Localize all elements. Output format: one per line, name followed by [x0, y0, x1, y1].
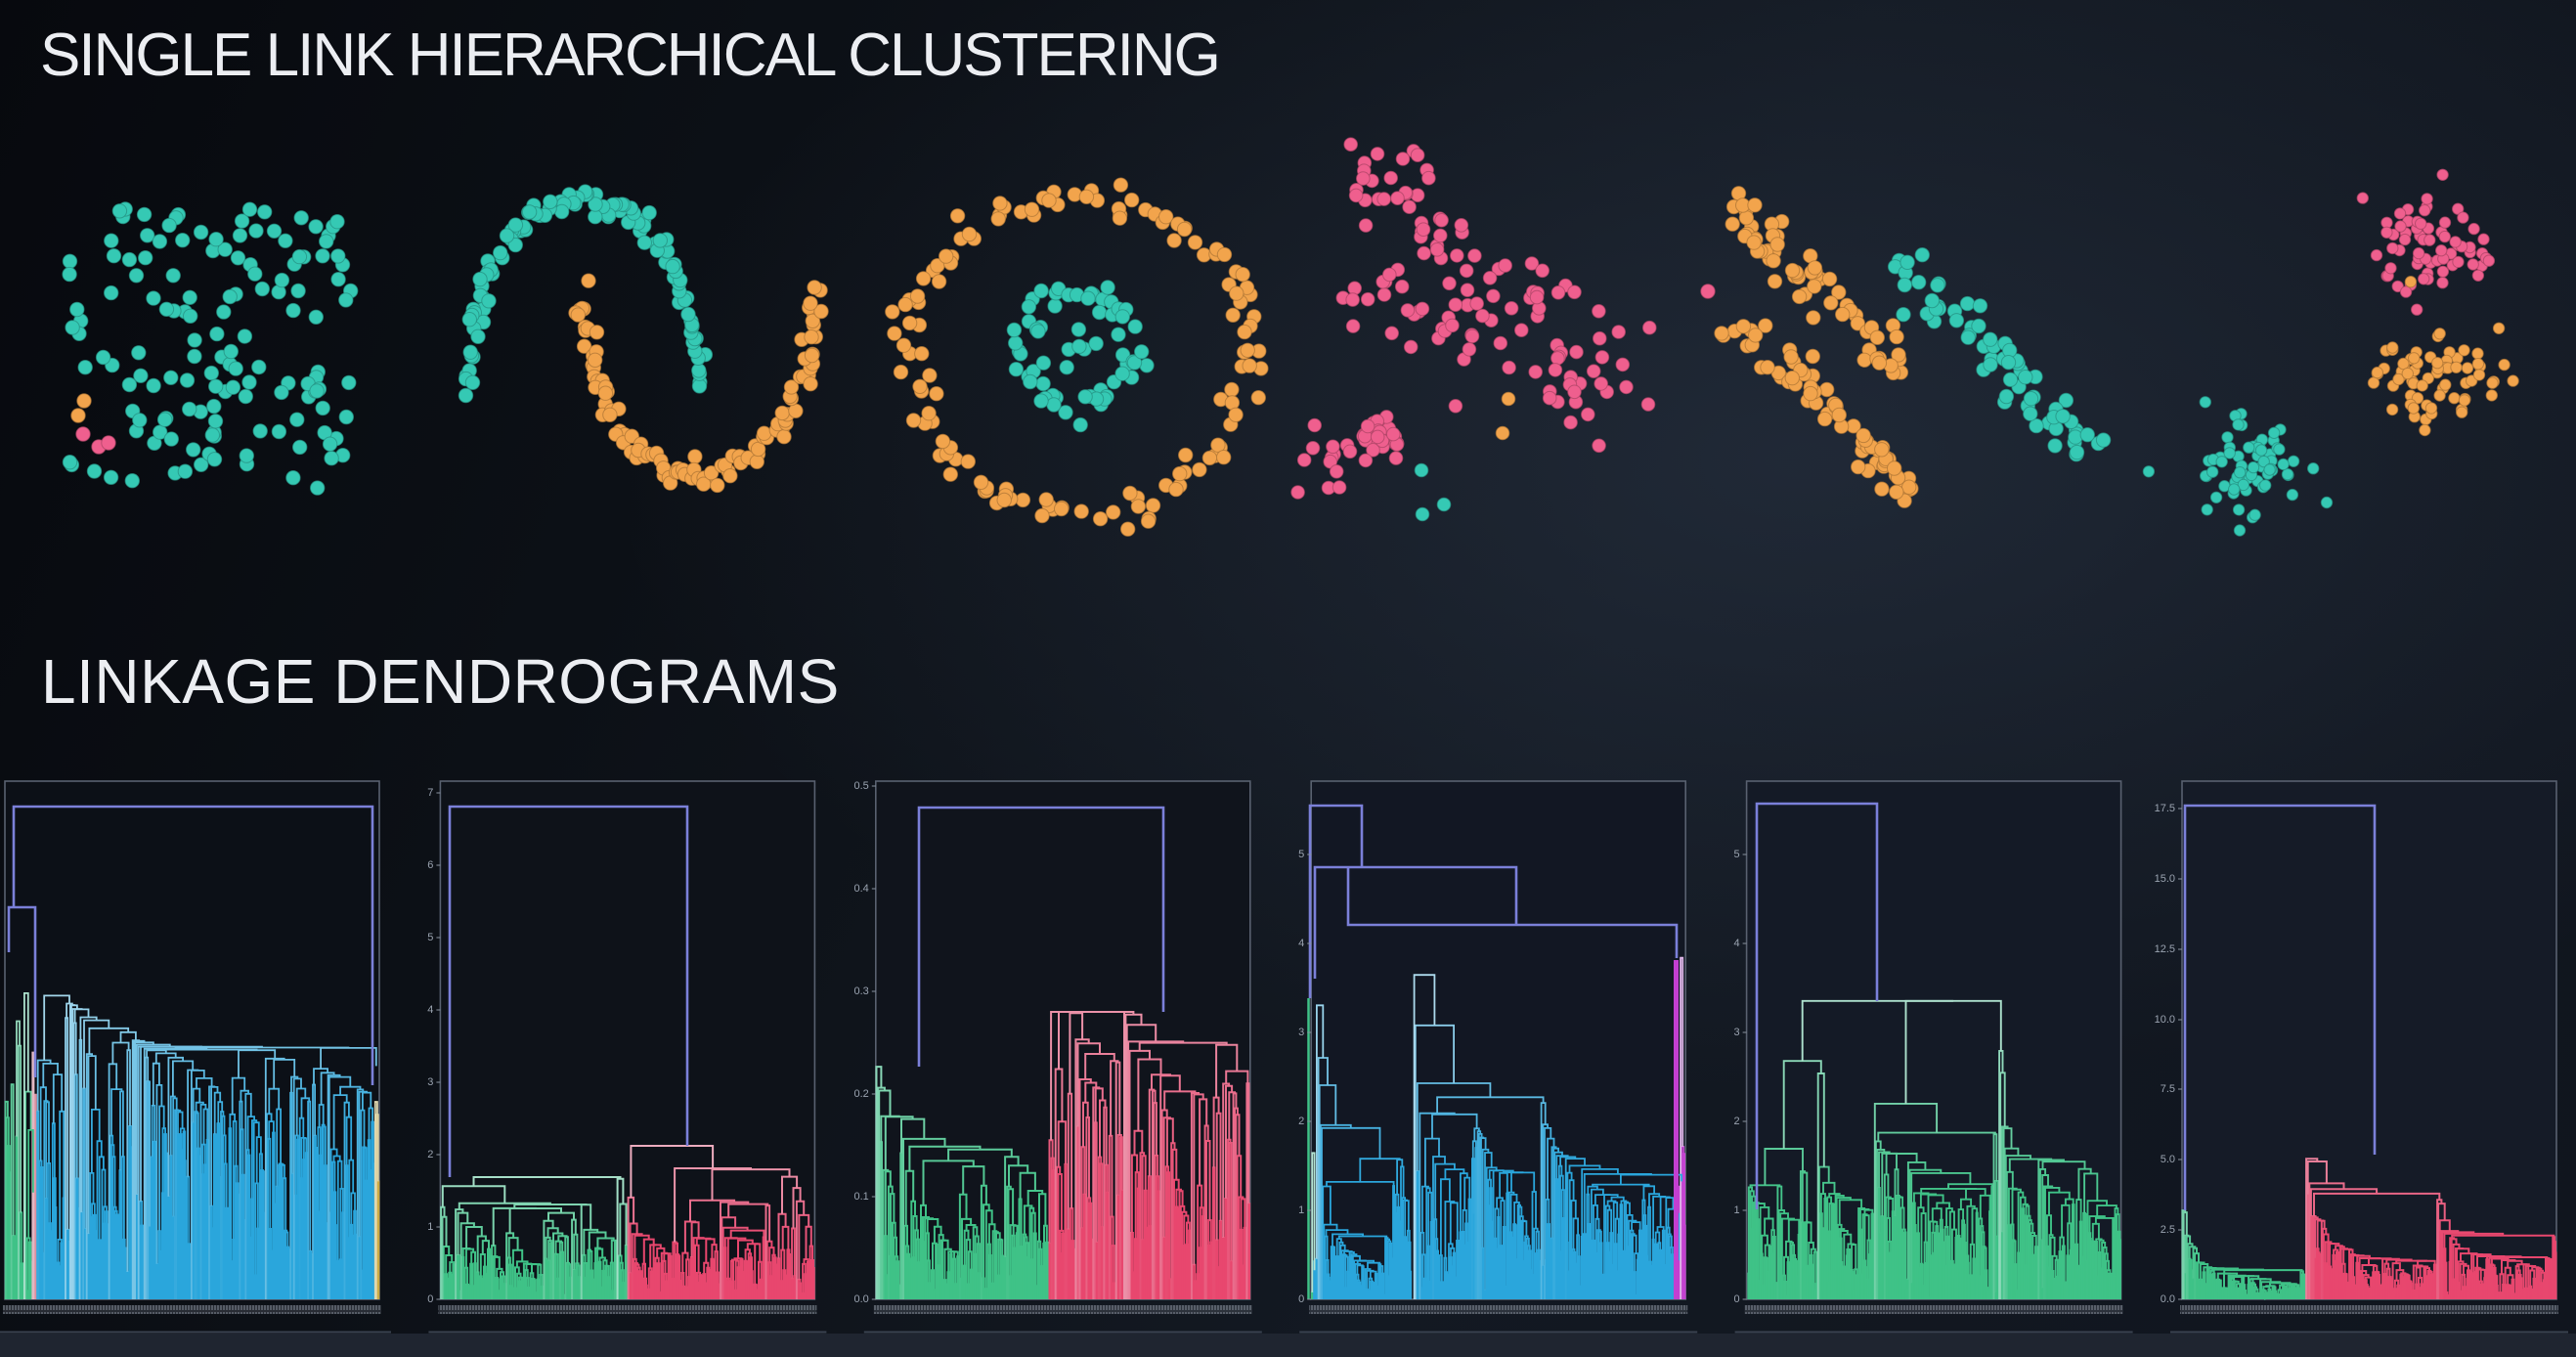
- svg-text:5.0: 5.0: [2161, 1154, 2175, 1165]
- svg-text:5: 5: [427, 932, 433, 943]
- svg-text:2: 2: [1298, 1116, 1304, 1127]
- svg-text:0.3: 0.3: [854, 985, 869, 997]
- svg-text:0.1: 0.1: [854, 1191, 869, 1203]
- svg-text:3: 3: [1733, 1027, 1739, 1038]
- svg-text:1: 1: [427, 1221, 433, 1233]
- svg-text:0: 0: [427, 1293, 433, 1305]
- svg-text:0: 0: [1733, 1293, 1739, 1305]
- svg-text:4: 4: [1298, 938, 1304, 949]
- svg-text:10.0: 10.0: [2155, 1014, 2175, 1026]
- svg-text:4: 4: [427, 1004, 433, 1016]
- svg-text:2: 2: [1733, 1116, 1739, 1127]
- svg-text:7.5: 7.5: [2161, 1083, 2175, 1095]
- svg-text:5: 5: [1298, 849, 1304, 860]
- svg-text:1: 1: [1733, 1204, 1739, 1216]
- svg-text:5: 5: [1733, 849, 1739, 860]
- svg-text:0.5: 0.5: [854, 780, 869, 792]
- svg-text:7: 7: [427, 787, 433, 799]
- svg-text:3: 3: [427, 1076, 433, 1088]
- svg-text:2: 2: [427, 1149, 433, 1160]
- svg-text:4: 4: [1733, 938, 1739, 949]
- svg-text:0.2: 0.2: [854, 1088, 869, 1100]
- svg-text:17.5: 17.5: [2155, 803, 2175, 814]
- svg-text:3: 3: [1298, 1027, 1304, 1038]
- svg-text:2.5: 2.5: [2161, 1224, 2175, 1236]
- svg-text:0.0: 0.0: [854, 1293, 869, 1305]
- svg-text:0.0: 0.0: [2161, 1293, 2175, 1305]
- svg-text:1: 1: [1298, 1204, 1304, 1216]
- svg-text:6: 6: [427, 859, 433, 871]
- svg-text:15.0: 15.0: [2155, 873, 2175, 885]
- svg-text:0: 0: [1298, 1293, 1304, 1305]
- svg-text:12.5: 12.5: [2155, 943, 2175, 955]
- svg-text:0.4: 0.4: [854, 883, 869, 895]
